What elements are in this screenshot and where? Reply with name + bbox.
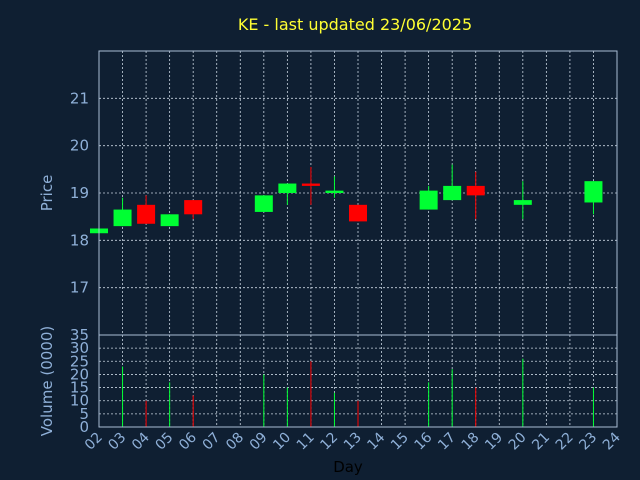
x-tick-label: 22 — [553, 430, 577, 454]
x-tick-label: 04 — [129, 429, 153, 453]
candle-body — [184, 200, 203, 215]
volume-bars — [122, 358, 594, 427]
x-tick-label: 18 — [459, 430, 483, 454]
x-tick-label: 12 — [317, 430, 341, 454]
price-tick-label: 18 — [70, 231, 89, 249]
x-tick-label: 14 — [364, 429, 388, 453]
x-tick-label: 07 — [200, 430, 224, 454]
price-grid — [99, 51, 617, 335]
x-tick-label: 15 — [388, 430, 412, 454]
chart-title: KE - last updated 23/06/2025 — [238, 15, 472, 34]
volume-tick-label: 10 — [70, 392, 89, 410]
x-tick-label: 17 — [435, 430, 459, 454]
volume-tick-label: 5 — [79, 405, 89, 423]
x-tick-label: 10 — [270, 430, 294, 454]
volume-tick-label: 0 — [79, 418, 89, 436]
price-tick-label: 19 — [70, 184, 89, 202]
x-tick-label: 19 — [482, 430, 506, 454]
x-tick-label: 13 — [341, 430, 365, 454]
x-tick-label: 24 — [600, 429, 624, 453]
candle-body — [278, 183, 297, 193]
price-tick-label: 21 — [70, 89, 89, 107]
x-tick-label: 06 — [176, 429, 200, 453]
volume-tick-label: 15 — [70, 379, 89, 397]
volume-panel-frame — [98, 334, 618, 428]
x-tick-label: 20 — [506, 430, 530, 454]
candle-body — [113, 209, 132, 227]
candle-body — [325, 190, 344, 193]
volume-axis-label: Volume (0000) — [38, 326, 56, 436]
price-tick-label: 20 — [70, 137, 89, 155]
candle-body — [301, 183, 320, 186]
price-axis-label: Price — [38, 175, 56, 212]
x-tick-label: 21 — [529, 430, 553, 454]
candle-body — [513, 200, 532, 205]
x-tick-label: 05 — [153, 430, 177, 454]
candle-body — [349, 204, 367, 222]
candle-body — [584, 181, 603, 203]
candles — [90, 164, 603, 234]
x-tick-label: 08 — [223, 430, 247, 454]
candle-body — [443, 185, 462, 201]
candle-body — [419, 190, 438, 210]
volume-tick-label: 30 — [70, 339, 89, 357]
x-tick-label: 16 — [412, 429, 436, 453]
price-axis-ticks: 17 18 19 20 21 — [70, 89, 89, 296]
x-tick-label: 09 — [247, 430, 271, 454]
x-tick-label: 11 — [294, 430, 318, 454]
volume-tick-label: 35 — [70, 326, 89, 344]
x-axis-ticks: 02 03 04 05 06 07 08 09 10 11 12 13 14 15 16 17 18 19 20 21… — [82, 429, 624, 453]
volume-tick-label: 20 — [70, 365, 89, 383]
candle-body — [160, 214, 179, 227]
candle-body — [466, 185, 485, 196]
x-tick-label: 23 — [576, 430, 600, 454]
x-tick-label: 03 — [105, 430, 129, 454]
price-tick-label: 17 — [70, 279, 89, 297]
volume-tick-label: 25 — [70, 352, 89, 370]
candle-body — [254, 195, 273, 212]
x-axis-label: Day — [333, 458, 363, 476]
candle-body — [137, 204, 156, 224]
